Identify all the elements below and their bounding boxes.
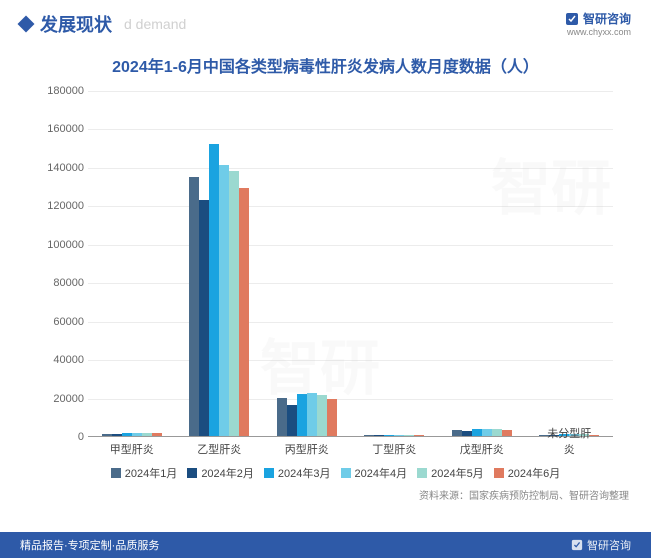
bar xyxy=(277,398,287,436)
legend-label: 2024年1月 xyxy=(125,465,178,481)
legend-item: 2024年6月 xyxy=(494,465,561,481)
y-axis-label: 120000 xyxy=(36,200,84,212)
plot-region xyxy=(88,91,613,437)
legend-swatch xyxy=(187,468,197,478)
section-title: 发展现状 xyxy=(40,11,112,37)
legend-item: 2024年3月 xyxy=(264,465,331,481)
bar xyxy=(374,435,384,436)
bar xyxy=(229,171,239,436)
bar xyxy=(384,435,394,436)
legend-label: 2024年4月 xyxy=(355,465,408,481)
legend-label: 2024年3月 xyxy=(278,465,331,481)
bar-group xyxy=(102,433,162,436)
bar xyxy=(404,435,414,436)
bar xyxy=(199,200,209,436)
legend-item: 2024年5月 xyxy=(417,465,484,481)
bar xyxy=(122,433,132,436)
brand-logo-icon xyxy=(565,12,579,26)
bar-group xyxy=(364,435,424,436)
chart-title: 2024年1-6月中国各类型病毒性肝炎发病人数月度数据（人） xyxy=(0,53,651,77)
header: 发展现状 d demand 智研咨询 www.chyxx.com xyxy=(0,0,651,43)
footer: 精品报告·专项定制·品质服务 智研咨询 xyxy=(0,532,651,558)
legend-swatch xyxy=(264,468,274,478)
bar xyxy=(112,434,122,436)
grid-line xyxy=(88,283,613,284)
y-axis-label: 20000 xyxy=(36,393,84,405)
chart-area: 0 20000 40000 60000 80000 100000 120000 140000 1… xyxy=(36,91,621,459)
bar-group xyxy=(277,393,337,436)
legend-swatch xyxy=(111,468,121,478)
legend: 2024年1月 2024年2月 2024年3月 2024年4月 2024年5月 2024年… xyxy=(50,465,621,481)
grid-line xyxy=(88,245,613,246)
brand-block: 智研咨询 www.chyxx.com xyxy=(565,10,631,37)
bar xyxy=(152,433,162,436)
legend-swatch xyxy=(417,468,427,478)
footer-right: 智研咨询 xyxy=(571,537,631,553)
x-axis-label: 甲型肝炎 xyxy=(110,441,154,457)
y-axis-label: 0 xyxy=(36,431,84,443)
y-axis-label: 60000 xyxy=(36,316,84,328)
bar xyxy=(452,430,462,436)
grid-line xyxy=(88,206,613,207)
legend-label: 2024年5月 xyxy=(431,465,484,481)
brand-logo-icon xyxy=(571,539,583,551)
bar xyxy=(472,429,482,436)
bar xyxy=(394,435,404,436)
bar xyxy=(482,429,492,436)
grid-line xyxy=(88,168,613,169)
y-axis-label: 100000 xyxy=(36,239,84,251)
legend-label: 2024年6月 xyxy=(508,465,561,481)
bar xyxy=(462,431,472,436)
footer-left: 精品报告·专项定制·品质服务 xyxy=(20,537,159,553)
diamond-icon xyxy=(18,15,35,32)
y-axis-label: 80000 xyxy=(36,277,84,289)
x-axis-label: 乙型肝炎 xyxy=(197,441,241,457)
y-axis-label: 40000 xyxy=(36,354,84,366)
legend-item: 2024年2月 xyxy=(187,465,254,481)
bar xyxy=(132,433,142,436)
x-axis-label: 未分型肝炎 xyxy=(543,425,595,457)
bar xyxy=(287,405,297,436)
y-axis-label: 180000 xyxy=(36,85,84,97)
bar xyxy=(189,177,199,437)
grid-line xyxy=(88,129,613,130)
bar xyxy=(142,433,152,436)
bar xyxy=(297,394,307,436)
header-left: 发展现状 d demand xyxy=(20,11,186,37)
bar xyxy=(502,430,512,436)
bar xyxy=(239,188,249,436)
bar xyxy=(317,395,327,436)
x-axis-label: 丁型肝炎 xyxy=(372,441,416,457)
grid-line xyxy=(88,322,613,323)
x-axis-label: 戊型肝炎 xyxy=(460,441,504,457)
bar xyxy=(307,393,317,436)
legend-item: 2024年1月 xyxy=(111,465,178,481)
bar xyxy=(364,435,374,436)
bar xyxy=(414,435,424,436)
legend-label: 2024年2月 xyxy=(201,465,254,481)
brand-name: 智研咨询 xyxy=(583,10,631,27)
x-axis-label: 丙型肝炎 xyxy=(285,441,329,457)
bar xyxy=(219,165,229,436)
brand-logo: 智研咨询 xyxy=(565,10,631,27)
bar-group xyxy=(189,144,249,436)
y-axis-label: 160000 xyxy=(36,123,84,135)
bar xyxy=(492,429,502,436)
grid-line xyxy=(88,91,613,92)
subtitle-en: d demand xyxy=(124,16,186,32)
bar xyxy=(102,434,112,436)
footer-brand: 智研咨询 xyxy=(587,537,631,553)
bar-group xyxy=(452,429,512,436)
bar xyxy=(327,399,337,436)
legend-swatch xyxy=(341,468,351,478)
brand-url: www.chyxx.com xyxy=(567,27,631,37)
grid-line xyxy=(88,360,613,361)
data-source: 资料来源：国家疾病预防控制局、智研咨询整理 xyxy=(0,487,629,502)
grid-line xyxy=(88,399,613,400)
legend-item: 2024年4月 xyxy=(341,465,408,481)
legend-swatch xyxy=(494,468,504,478)
y-axis-label: 140000 xyxy=(36,162,84,174)
bar xyxy=(209,144,219,436)
